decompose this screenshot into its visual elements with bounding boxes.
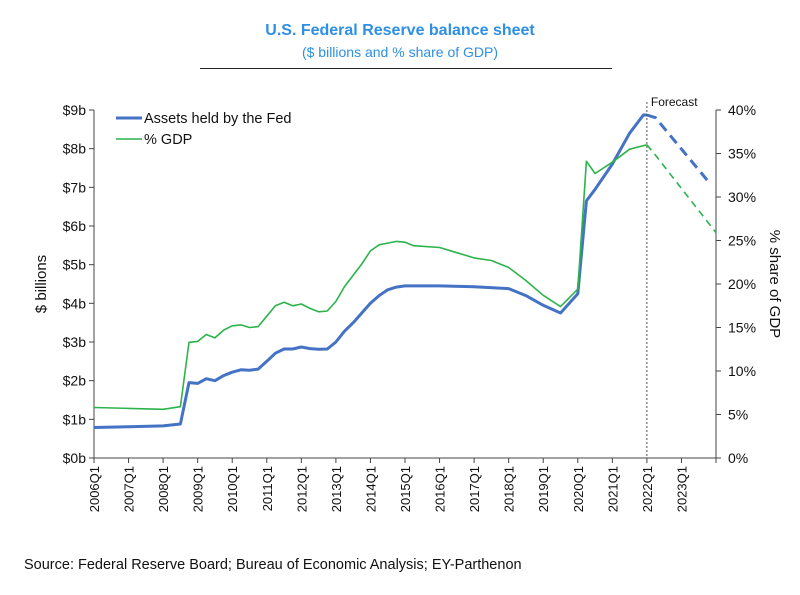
x-tick-label: 2010Q1 [225, 466, 240, 512]
series-lines [93, 113, 717, 429]
y2-tick-label: 10% [728, 363, 756, 379]
x-tick-label: 2014Q1 [363, 466, 378, 512]
x-tick-label: 2018Q1 [502, 466, 517, 512]
y2-tick-label: 20% [728, 276, 756, 292]
y2-tick-label: 35% [728, 146, 756, 162]
gdp-share-forecast-line [646, 144, 717, 234]
y2-tick-label: 15% [728, 320, 756, 336]
x-tick-label: 2019Q1 [536, 466, 551, 512]
legend-label-fed-assets: Assets held by the Fed [144, 111, 292, 127]
y-axis-title: $ billions [33, 255, 50, 313]
x-tick-label: 2007Q1 [122, 466, 137, 512]
y-tick-label: $6b [63, 218, 87, 234]
legend: Assets held by the Fed % GDP [116, 111, 292, 148]
legend-label-gdp-share: % GDP [144, 132, 192, 148]
x-tick-label: 2021Q1 [605, 466, 620, 512]
x-tick-label: 2009Q1 [191, 466, 206, 512]
y2-tick-label: 30% [728, 189, 756, 205]
x-tick-label: 2013Q1 [329, 466, 344, 512]
y2-tick-label: 0% [728, 450, 748, 466]
balance-sheet-chart: $0b $1b $2b $3b $4b $5b $6b $7b $8b $9b 0% 5% 10% 15%… [33, 95, 783, 512]
y-tick-label: $5b [63, 257, 87, 273]
title-rule [200, 68, 612, 69]
y-tick-label: $4b [63, 295, 87, 311]
x-tick-label: 2011Q1 [260, 466, 275, 511]
y-tick-label: $1b [63, 411, 87, 427]
x-tick-label: 2008Q1 [156, 466, 171, 512]
y2-axis-title: % share of GDP [766, 230, 783, 338]
x-tick-label: 2016Q1 [433, 466, 448, 512]
annotations: Forecast [646, 95, 698, 458]
y-tick-label: $7b [63, 179, 87, 195]
x-tick-label: 2020Q1 [571, 466, 586, 512]
forecast-label: Forecast [651, 95, 698, 109]
x-tick-label: 2023Q1 [674, 466, 689, 512]
x-tick-label: 2006Q1 [87, 466, 102, 512]
y-tick-label: $8b [63, 141, 87, 157]
gdp-share-line [93, 144, 648, 411]
chart-subtitle: ($ billions and % share of GDP) [301, 44, 499, 60]
x-tick-label: 2017Q1 [467, 466, 482, 512]
fed-assets-line [93, 113, 647, 429]
fed-assets-forecast-line [646, 113, 709, 182]
axes: $0b $1b $2b $3b $4b $5b $6b $7b $8b $9b 0% 5% 10% 15%… [33, 102, 783, 512]
x-tick-label: 2015Q1 [398, 466, 413, 512]
x-tick-label: 2022Q1 [640, 466, 655, 512]
chart-title: U.S. Federal Reserve balance sheet [265, 22, 535, 39]
y-tick-label: $0b [63, 450, 87, 466]
x-tick-label: 2012Q1 [294, 466, 309, 512]
y-tick-label: $3b [63, 334, 87, 350]
y2-tick-label: 5% [728, 407, 748, 423]
y2-tick-label: 40% [728, 102, 756, 118]
y-tick-label: $9b [63, 102, 87, 118]
source-note: Source: Federal Reserve Board; Bureau of… [24, 557, 522, 573]
y2-tick-label: 25% [728, 233, 756, 249]
y-tick-label: $2b [63, 373, 87, 389]
